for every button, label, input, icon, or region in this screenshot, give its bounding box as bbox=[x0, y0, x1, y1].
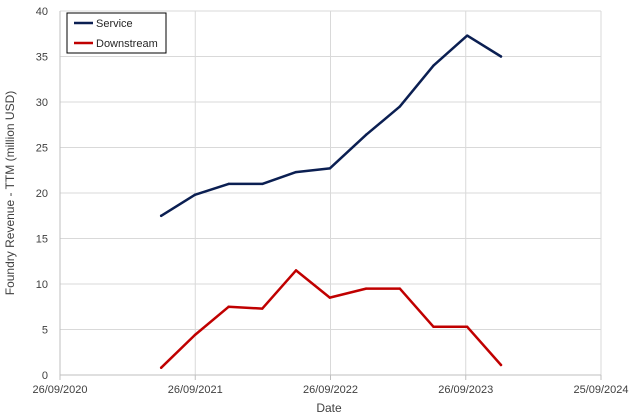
data-point-service bbox=[294, 170, 298, 174]
x-tick-label: 25/09/2024 bbox=[573, 384, 628, 396]
y-tick-label: 35 bbox=[36, 52, 48, 64]
data-point-downstream bbox=[432, 325, 435, 328]
series-line-service bbox=[159, 34, 503, 218]
x-tick-label: 26/09/2020 bbox=[32, 384, 87, 396]
y-tick-label: 40 bbox=[36, 6, 48, 18]
y-tick-label: 20 bbox=[36, 188, 48, 200]
data-point-downstream bbox=[227, 305, 230, 308]
data-point-service bbox=[499, 55, 503, 58]
data-point-downstream bbox=[466, 325, 469, 328]
data-point-downstream bbox=[193, 333, 197, 337]
data-point-downstream bbox=[499, 363, 503, 367]
axes bbox=[59, 11, 602, 380]
data-point-service bbox=[466, 34, 469, 37]
x-tick-labels: 26/09/2020 26/09/2021 26/09/2022 26/09/2023… bbox=[32, 384, 628, 396]
data-point-downstream bbox=[294, 269, 298, 272]
x-tick-label: 26/09/2023 bbox=[438, 384, 493, 396]
data-point-downstream bbox=[159, 366, 163, 369]
y-tick-label: 15 bbox=[36, 234, 48, 246]
y-tick-label: 30 bbox=[36, 97, 48, 109]
series-lines bbox=[159, 34, 503, 369]
data-point-service bbox=[193, 193, 197, 197]
y-axis-label: Foundry Revenue - TTM (million USD) bbox=[3, 91, 17, 296]
data-point-service bbox=[364, 133, 368, 136]
data-point-downstream bbox=[364, 287, 368, 290]
y-tick-label: 25 bbox=[36, 143, 48, 155]
x-axis-label: Date bbox=[316, 401, 342, 415]
series-line-downstream bbox=[159, 269, 503, 369]
data-point-service bbox=[432, 64, 435, 67]
data-point-service bbox=[328, 167, 331, 170]
legend-label-downstream: Downstream bbox=[96, 38, 158, 50]
legend: Service Downstream bbox=[66, 12, 167, 54]
data-point-service bbox=[398, 105, 401, 108]
data-point-downstream bbox=[261, 307, 264, 310]
x-tick-label: 26/09/2021 bbox=[168, 384, 223, 396]
data-point-downstream bbox=[328, 296, 331, 299]
y-tick-label: 10 bbox=[36, 279, 48, 291]
data-point-service bbox=[159, 214, 163, 217]
y-tick-labels: 0 5 10 15 20 25 30 35 40 bbox=[36, 6, 48, 382]
legend-label-service: Service bbox=[96, 18, 133, 30]
y-tick-label: 0 bbox=[42, 370, 48, 382]
legend-box bbox=[66, 12, 167, 54]
data-point-service bbox=[261, 182, 264, 186]
data-point-downstream bbox=[398, 287, 401, 290]
y-tick-label: 5 bbox=[42, 325, 48, 337]
data-point-service bbox=[227, 182, 230, 186]
gridlines bbox=[59, 10, 602, 376]
x-tick-label: 26/09/2022 bbox=[303, 384, 358, 396]
